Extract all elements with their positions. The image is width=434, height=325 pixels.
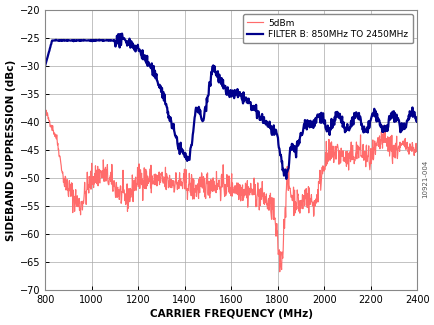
FILTER B: 850MHz TO 2450MHz: (1.13e+03, -24.3): 850MHz TO 2450MHz: (1.13e+03, -24.3) [119, 32, 124, 35]
5dBm [80, 199, 85, 203]
FILTER B: 850MHz TO 2450MHz: (2.18e+03, -41.3): 850MHz TO 2450MHz: (2.18e+03, -41.3) [363, 127, 368, 131]
FILTER B: 850MHz TO 2450MHz: (898, -25.4): 850MHz TO 2450MHz: (898, -25.4) [65, 38, 70, 42]
5dBm [414, 146, 419, 150]
5dBm [43, 108, 48, 111]
5dBm [193, 190, 198, 194]
FILTER B: 850MHz TO 2450MHz: (2.4e+03, -40): 850MHz TO 2450MHz: (2.4e+03, -40) [414, 120, 419, 124]
Y-axis label: SIDEBAND SUPPRESSION (dBc): SIDEBAND SUPPRESSION (dBc) [6, 59, 16, 240]
Text: 10921-004: 10921-004 [421, 160, 427, 198]
Line: 5dBm: 5dBm [45, 110, 416, 272]
FILTER B: 850MHz TO 2450MHz: (2.02e+03, -41.4): 850MHz TO 2450MHz: (2.02e+03, -41.4) [325, 128, 330, 132]
Legend: 5dBm, FILTER B: 850MHz TO 2450MHz: 5dBm, FILTER B: 850MHz TO 2450MHz [242, 14, 412, 43]
FILTER B: 850MHz TO 2450MHz: (1.82e+03, -48.6): 850MHz TO 2450MHz: (1.82e+03, -48.6) [279, 168, 285, 172]
FILTER B: 850MHz TO 2450MHz: (800, -29.9): 850MHz TO 2450MHz: (800, -29.9) [43, 63, 48, 67]
FILTER B: 850MHz TO 2450MHz: (1.77e+03, -42): 850MHz TO 2450MHz: (1.77e+03, -42) [268, 131, 273, 135]
5dBm [298, 207, 303, 211]
X-axis label: CARRIER FREQUENCY (MHz): CARRIER FREQUENCY (MHz) [149, 309, 312, 319]
FILTER B: 850MHz TO 2450MHz: (1.84e+03, -50.1): 850MHz TO 2450MHz: (1.84e+03, -50.1) [283, 177, 288, 181]
5dBm [206, 179, 211, 183]
Line: FILTER B: 850MHz TO 2450MHz: FILTER B: 850MHz TO 2450MHz [45, 33, 416, 179]
5dBm [332, 147, 337, 151]
FILTER B: 850MHz TO 2450MHz: (1.73e+03, -39.1): 850MHz TO 2450MHz: (1.73e+03, -39.1) [259, 115, 264, 119]
5dBm [339, 154, 344, 158]
5dBm [276, 270, 282, 274]
